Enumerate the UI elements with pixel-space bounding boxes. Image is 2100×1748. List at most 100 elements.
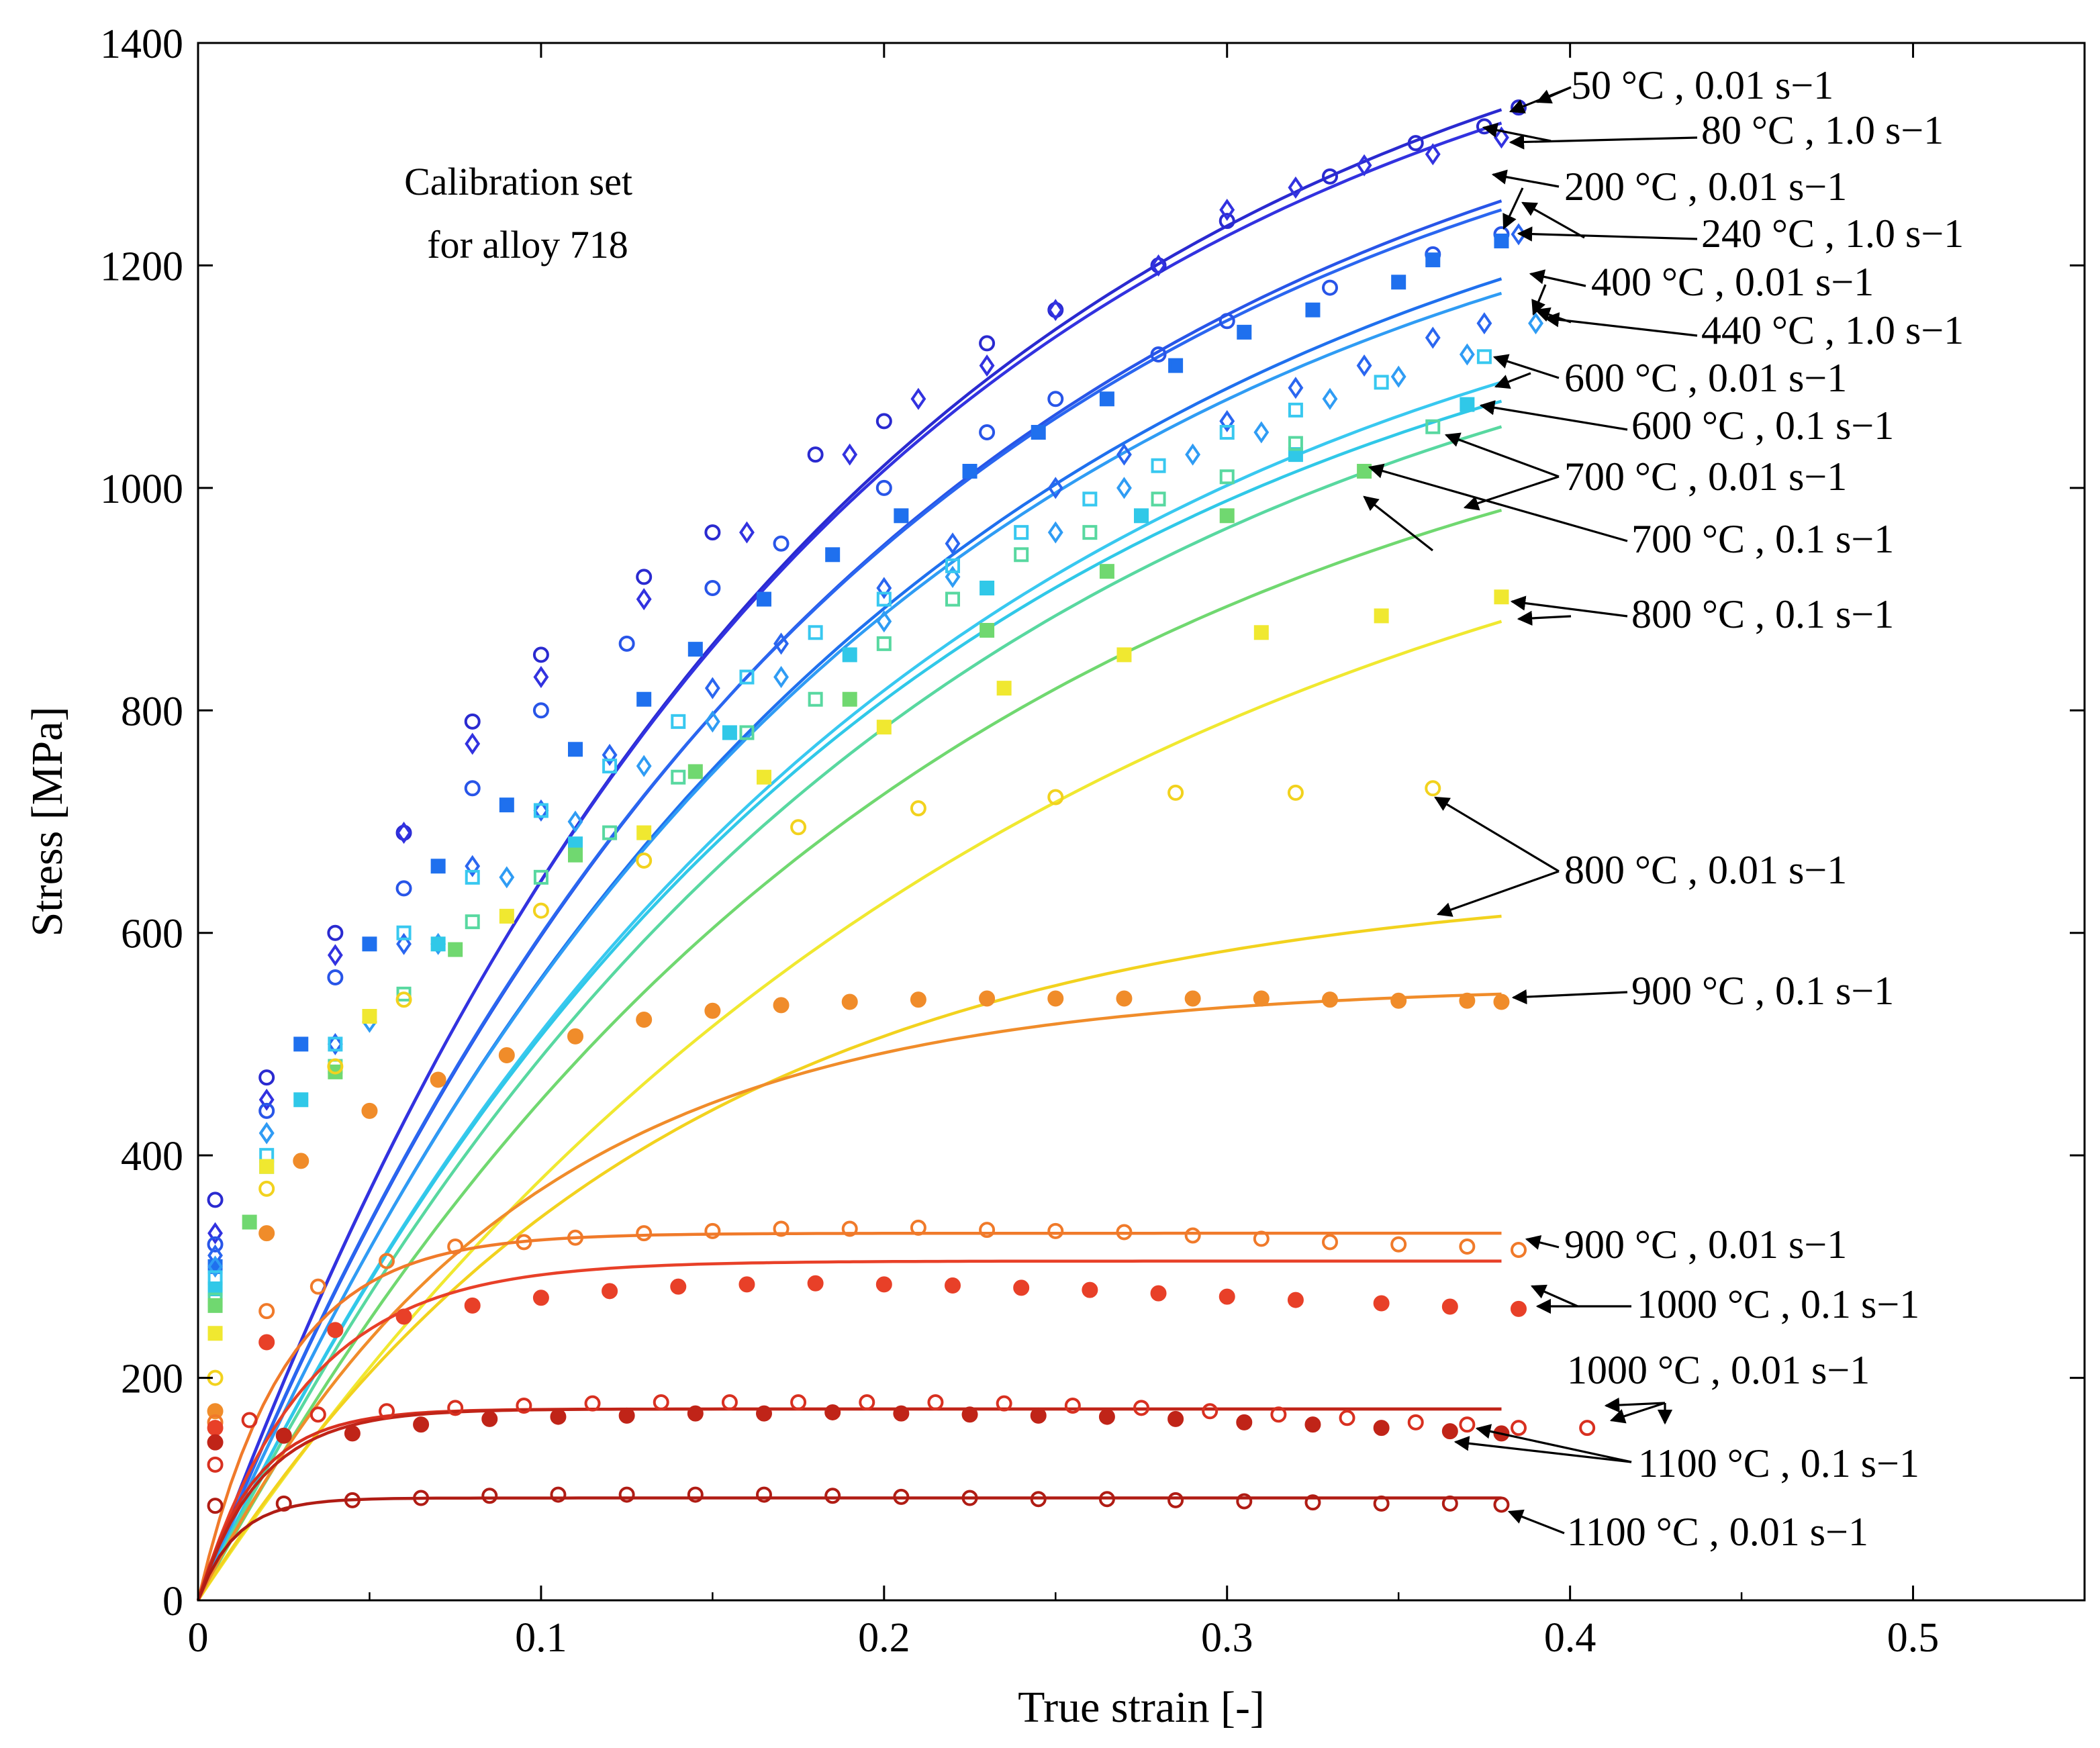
data-point <box>207 1222 223 1245</box>
calibration-note-line2: for alloy 718 <box>427 223 628 266</box>
data-point <box>618 1407 635 1424</box>
model-curve <box>196 291 1502 1601</box>
data-point <box>1134 508 1149 524</box>
data-point <box>207 1403 224 1420</box>
data-point <box>567 1028 583 1045</box>
data-point <box>979 424 996 440</box>
data-point <box>1288 402 1303 418</box>
data-point <box>962 464 977 479</box>
data-point <box>1322 991 1338 1008</box>
data-point <box>945 591 960 607</box>
data-point <box>704 710 720 733</box>
data-point <box>602 825 618 840</box>
data-point <box>258 1102 275 1119</box>
series-label: 800 °C , 0.1 s−1 <box>1631 592 1894 636</box>
data-point <box>447 1239 464 1255</box>
data-point <box>1441 1298 1458 1315</box>
annotation-arrow <box>1475 1424 1632 1463</box>
data-point <box>739 725 755 740</box>
data-point <box>259 1159 275 1174</box>
data-point <box>722 725 737 740</box>
data-point <box>1185 443 1201 466</box>
data-point <box>207 1326 223 1341</box>
annotation-arrow <box>1502 187 1524 230</box>
data-point <box>275 1427 292 1444</box>
data-point <box>773 632 789 655</box>
data-point <box>413 1490 430 1506</box>
data-point <box>910 387 926 410</box>
annotation-arrow <box>1509 134 1698 150</box>
data-point <box>1288 436 1303 451</box>
data-point <box>241 1412 258 1428</box>
data-point <box>1287 1292 1304 1308</box>
data-point <box>1374 375 1389 390</box>
data-point <box>1253 1230 1270 1247</box>
series-label: 600 °C , 0.01 s−1 <box>1564 356 1847 400</box>
data-point <box>362 936 377 952</box>
data-point <box>945 558 960 573</box>
data-point <box>687 642 703 657</box>
data-point <box>258 1180 275 1197</box>
data-point <box>1219 213 1235 230</box>
data-point <box>808 625 823 640</box>
data-point <box>430 936 446 952</box>
data-point <box>910 991 926 1008</box>
data-point <box>704 677 720 699</box>
data-point <box>568 742 583 757</box>
data-point <box>875 413 892 430</box>
data-point <box>739 521 755 544</box>
data-point <box>1031 425 1046 440</box>
annotation-arrow <box>1517 226 1698 242</box>
data-point <box>1236 1493 1253 1510</box>
data-point <box>499 908 514 924</box>
data-point <box>533 869 548 885</box>
model-curves <box>196 108 1502 1602</box>
data-point <box>636 691 652 707</box>
data-point <box>1579 1420 1596 1437</box>
data-point <box>1253 421 1270 444</box>
data-point <box>1151 254 1166 277</box>
series-label: 1000 °C , 0.01 s−1 <box>1567 1348 1870 1392</box>
data-point <box>842 691 857 707</box>
data-point <box>1441 1495 1458 1512</box>
y-tick-label: 200 <box>121 1357 183 1402</box>
data-point <box>773 535 790 552</box>
series-label: 1100 °C , 0.01 s−1 <box>1567 1510 1868 1554</box>
data-point <box>704 1002 721 1019</box>
x-tick-label: 0.1 <box>515 1615 567 1661</box>
data-point <box>396 986 412 1002</box>
data-point <box>1511 1242 1527 1258</box>
data-point <box>207 1420 224 1437</box>
data-point <box>824 1488 841 1504</box>
data-point <box>961 1406 978 1423</box>
model-curve <box>197 914 1502 1602</box>
x-tick-label: 0.2 <box>858 1615 910 1661</box>
data-point <box>309 1406 326 1423</box>
data-point <box>876 720 892 735</box>
data-point <box>327 1058 344 1075</box>
data-point <box>1459 1416 1476 1433</box>
data-point <box>1030 1491 1047 1508</box>
data-point <box>207 1192 224 1208</box>
data-point <box>413 1416 430 1433</box>
series-label: 400 °C , 0.01 s−1 <box>1591 260 1874 304</box>
data-point <box>636 1225 653 1242</box>
data-point <box>1236 1414 1253 1430</box>
annotation-arrow <box>1507 1509 1565 1535</box>
data-point <box>756 1405 772 1422</box>
annotation-arrow <box>1604 1397 1666 1413</box>
data-point <box>704 580 721 596</box>
data-point <box>721 1394 738 1411</box>
data-point <box>1357 464 1372 479</box>
axis-ticks: 0 0.1 0.2 0.3 0.4 0.5 0 200 400 600 800 1000 1200 140… <box>100 21 2086 1661</box>
data-point <box>1356 154 1372 177</box>
data-point <box>1390 992 1407 1009</box>
data-point <box>1098 1491 1115 1508</box>
data-point <box>841 993 858 1010</box>
y-tick-label: 800 <box>121 689 183 734</box>
data-point <box>756 1486 772 1503</box>
data-point <box>1373 1295 1390 1312</box>
data-point <box>533 799 549 822</box>
series-label: 600 °C , 0.1 s−1 <box>1631 403 1894 448</box>
data-point <box>481 1488 498 1504</box>
